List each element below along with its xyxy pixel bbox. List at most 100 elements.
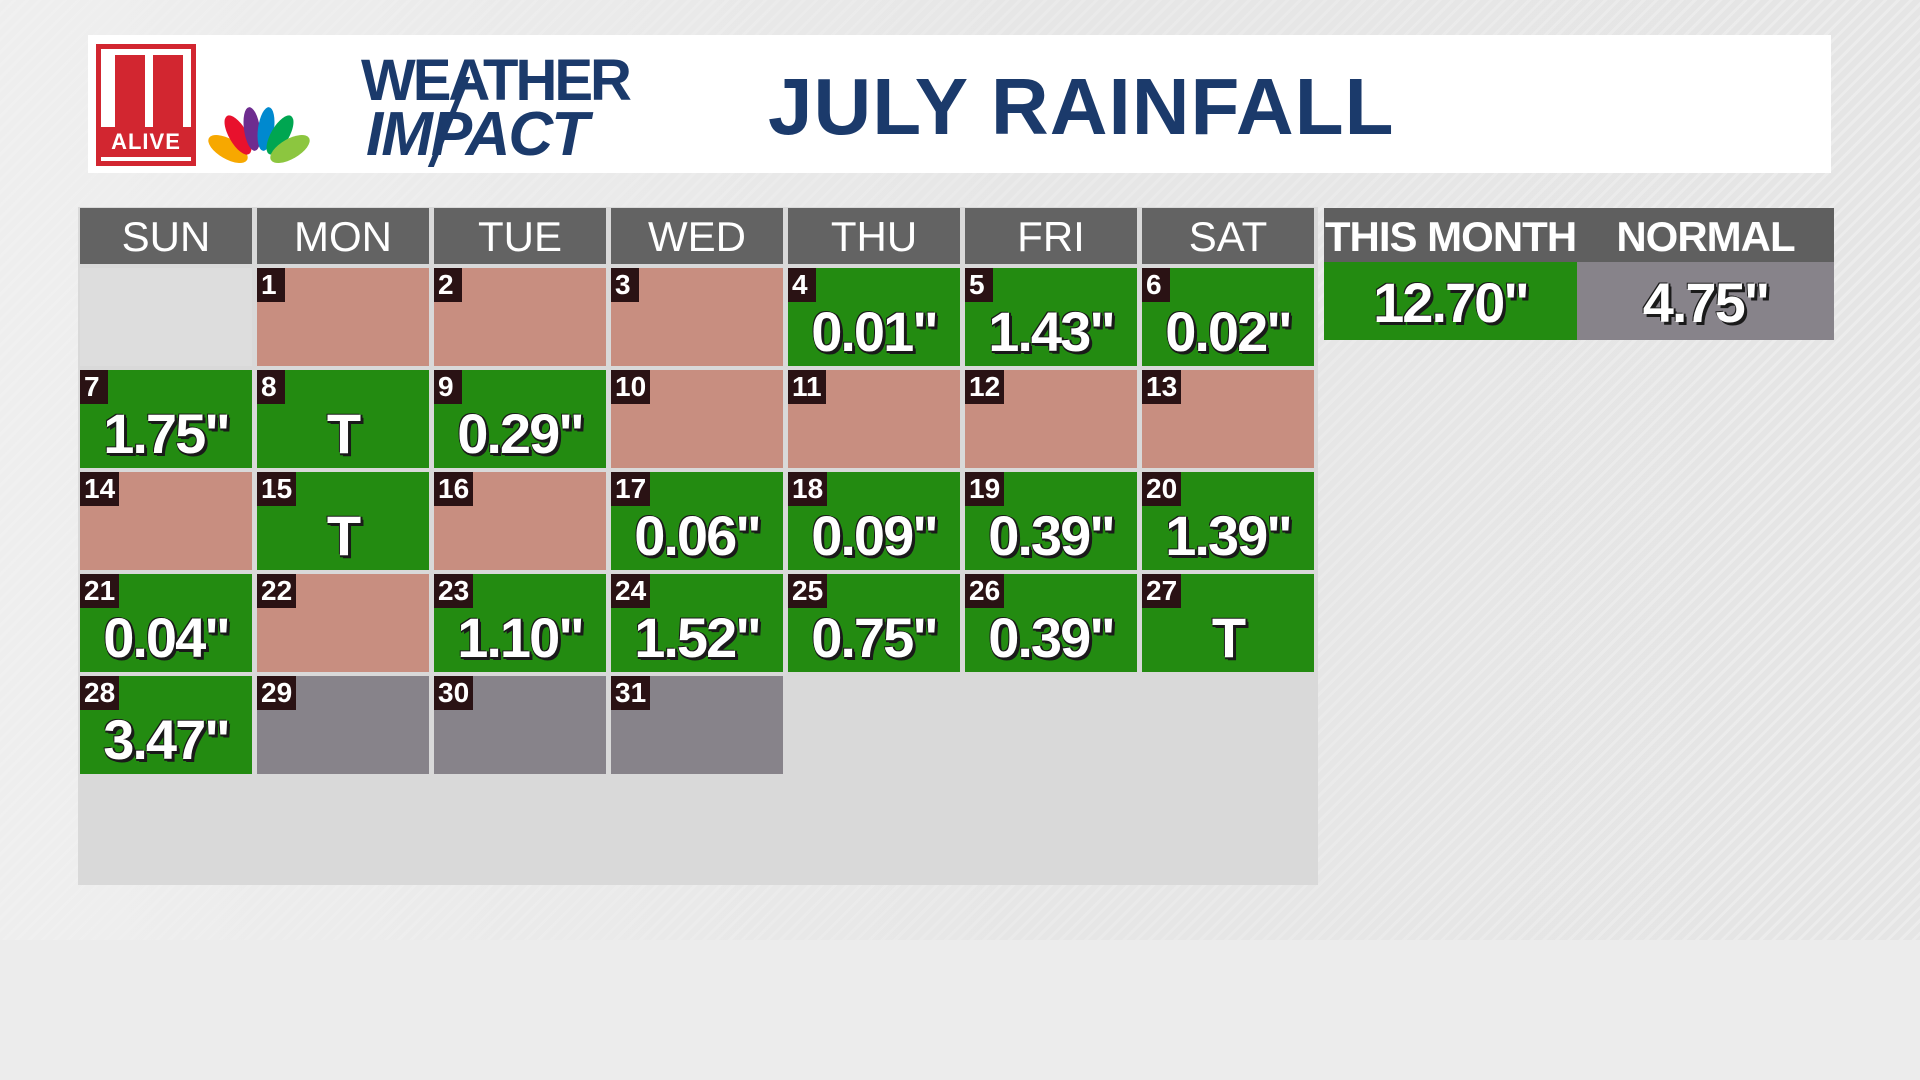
day-cell: 24 1.52" bbox=[611, 574, 783, 672]
day-cell: 22 bbox=[257, 574, 429, 672]
background-band bbox=[0, 940, 1920, 1080]
empty-cell bbox=[80, 268, 252, 366]
rain-amount: 0.01" bbox=[811, 300, 939, 363]
date-number: 16 bbox=[434, 472, 474, 506]
day-cell: 16 bbox=[434, 472, 606, 570]
date-number: 10 bbox=[611, 370, 651, 404]
day-cell: 3 bbox=[611, 268, 783, 366]
brand-line1: WEATHER bbox=[361, 48, 632, 113]
eleven-bar-right bbox=[153, 55, 183, 137]
date-number: 9 bbox=[434, 370, 462, 404]
date-number: 11 bbox=[788, 370, 826, 404]
date-number: 14 bbox=[80, 472, 120, 506]
rain-amount: 0.29" bbox=[457, 402, 585, 465]
day-header-tue: TUE bbox=[434, 208, 606, 264]
date-number: 5 bbox=[965, 268, 993, 302]
date-number: 12 bbox=[965, 370, 1005, 404]
date-number: 30 bbox=[434, 676, 474, 710]
day-header-fri: FRI bbox=[965, 208, 1137, 264]
day-cell: 23 1.10" bbox=[434, 574, 606, 672]
page-title: JULY RAINFALL bbox=[768, 62, 1395, 151]
date-number: 24 bbox=[611, 574, 651, 608]
rain-amount: 0.39" bbox=[988, 606, 1116, 669]
date-number: 29 bbox=[257, 676, 297, 710]
day-cell: 15 T bbox=[257, 472, 429, 570]
normal-value: 4.75" bbox=[1577, 262, 1834, 340]
day-header-thu: THU bbox=[788, 208, 960, 264]
rain-amount: 1.75" bbox=[103, 402, 231, 465]
day-cell: 28 3.47" bbox=[80, 676, 252, 774]
this-month-value: 12.70" bbox=[1324, 262, 1577, 340]
date-number: 21 bbox=[80, 574, 120, 608]
day-cell: 7 1.75" bbox=[80, 370, 252, 468]
date-number: 23 bbox=[434, 574, 474, 608]
day-cell: 20 1.39" bbox=[1142, 472, 1314, 570]
date-number: 31 bbox=[611, 676, 651, 710]
date-number: 20 bbox=[1142, 472, 1182, 506]
date-number: 17 bbox=[611, 472, 651, 506]
date-number: 19 bbox=[965, 472, 1005, 506]
rain-amount: 0.04" bbox=[103, 606, 231, 669]
rain-amount: 1.39" bbox=[1165, 504, 1293, 567]
day-cell: 29 bbox=[257, 676, 429, 774]
date-number: 4 bbox=[788, 268, 816, 302]
day-cell: 31 bbox=[611, 676, 783, 774]
rain-amount: 0.75" bbox=[811, 606, 939, 669]
date-number: 27 bbox=[1142, 574, 1182, 608]
header-banner: ALIVE WEATHER IMPACT JULY RAINFALL bbox=[88, 35, 1831, 173]
rain-amount: T bbox=[326, 402, 361, 465]
day-header-sat: SAT bbox=[1142, 208, 1314, 264]
day-cell: 21 0.04" bbox=[80, 574, 252, 672]
peacock-icon bbox=[206, 107, 310, 169]
this-month-header: THIS MONTH bbox=[1324, 208, 1577, 262]
day-cell: 6 0.02" bbox=[1142, 268, 1314, 366]
rain-amount: T bbox=[326, 504, 361, 567]
day-cell: 9 0.29" bbox=[434, 370, 606, 468]
date-number: 1 bbox=[257, 268, 285, 302]
day-cell: 4 0.01" bbox=[788, 268, 960, 366]
day-header-mon: MON bbox=[257, 208, 429, 264]
rain-amount: 0.06" bbox=[634, 504, 762, 567]
day-cell: 17 0.06" bbox=[611, 472, 783, 570]
eleven-glyph bbox=[113, 55, 185, 137]
day-cell: 26 0.39" bbox=[965, 574, 1137, 672]
date-number: 28 bbox=[80, 676, 120, 710]
rain-amount: 1.52" bbox=[634, 606, 762, 669]
day-cell: 1 bbox=[257, 268, 429, 366]
date-number: 2 bbox=[434, 268, 462, 302]
day-cell: 12 bbox=[965, 370, 1137, 468]
eleven-bar-left bbox=[115, 55, 145, 137]
date-number: 13 bbox=[1142, 370, 1182, 404]
day-cell: 10 bbox=[611, 370, 783, 468]
day-cell: 14 bbox=[80, 472, 252, 570]
day-cell: 27 T bbox=[1142, 574, 1314, 672]
brand-line2: IMPACT bbox=[366, 100, 589, 169]
date-number: 8 bbox=[257, 370, 285, 404]
station-logo: ALIVE bbox=[96, 44, 196, 166]
date-number: 7 bbox=[80, 370, 108, 404]
station-logo-text: ALIVE bbox=[101, 127, 191, 157]
rain-amount: 0.09" bbox=[811, 504, 939, 567]
date-number: 15 bbox=[257, 472, 297, 506]
day-cell: 11 bbox=[788, 370, 960, 468]
rain-amount: 0.39" bbox=[988, 504, 1116, 567]
day-cell: 18 0.09" bbox=[788, 472, 960, 570]
day-cell: 5 1.43" bbox=[965, 268, 1137, 366]
normal-header: NORMAL bbox=[1577, 208, 1834, 262]
day-cell: 2 bbox=[434, 268, 606, 366]
rain-amount: 1.10" bbox=[457, 606, 585, 669]
day-header-sun: SUN bbox=[80, 208, 252, 264]
day-header-wed: WED bbox=[611, 208, 783, 264]
date-number: 6 bbox=[1142, 268, 1170, 302]
day-cell: 30 bbox=[434, 676, 606, 774]
rain-amount: 3.47" bbox=[103, 708, 231, 771]
date-number: 3 bbox=[611, 268, 639, 302]
day-cell: 13 bbox=[1142, 370, 1314, 468]
date-number: 18 bbox=[788, 472, 828, 506]
day-cell: 19 0.39" bbox=[965, 472, 1137, 570]
rain-amount: 1.43" bbox=[988, 300, 1116, 363]
date-number: 22 bbox=[257, 574, 297, 608]
weather-impact-logo: WEATHER IMPACT bbox=[316, 47, 716, 169]
date-number: 26 bbox=[965, 574, 1005, 608]
